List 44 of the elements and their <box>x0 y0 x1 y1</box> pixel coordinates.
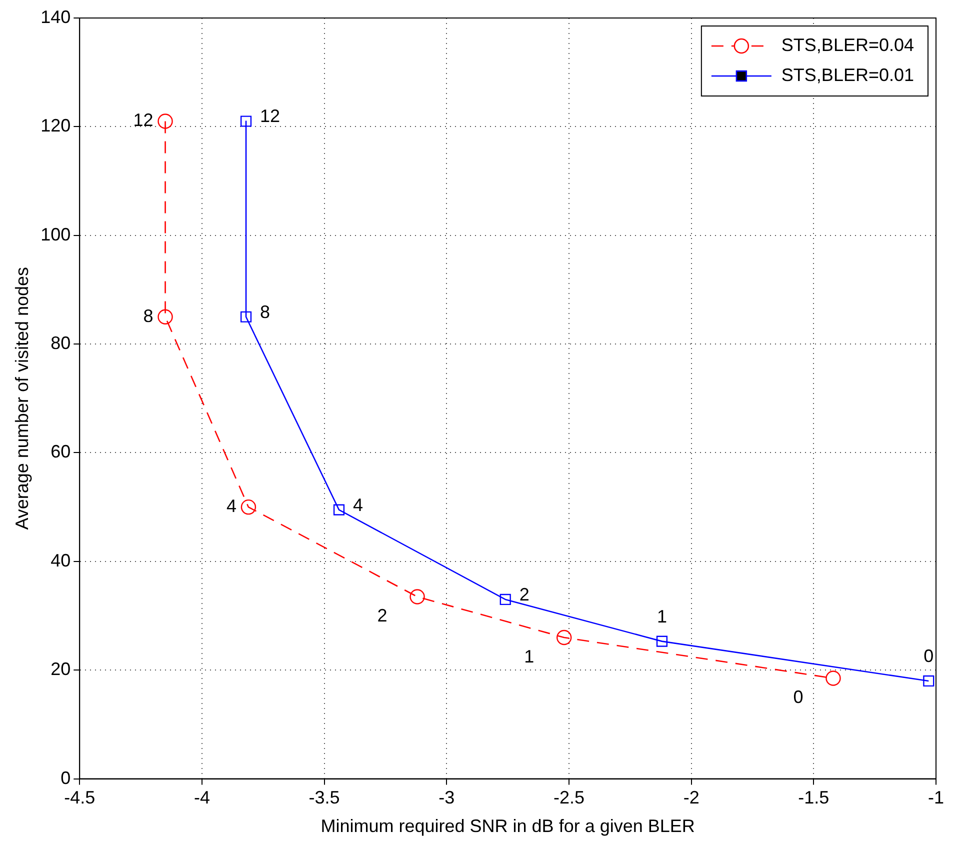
y-tick-label: 0 <box>60 768 71 788</box>
annotation: 1 <box>656 606 667 626</box>
x-tick-label: -4 <box>194 788 210 808</box>
x-tick-label: -2.5 <box>553 788 584 808</box>
annotation: 12 <box>260 106 280 126</box>
x-tick-label: -2 <box>683 788 700 808</box>
annotation: 8 <box>143 306 154 326</box>
point <box>240 116 252 127</box>
annotation: 2 <box>377 606 388 626</box>
point <box>923 675 934 687</box>
legend-label: STS,BLER=0.01 <box>781 64 914 85</box>
annotation: 4 <box>226 496 236 516</box>
legend-label: STS,BLER=0.04 <box>781 34 914 55</box>
annotation: 1 <box>524 646 534 666</box>
point <box>158 309 173 324</box>
y-tick-label: 60 <box>50 442 71 462</box>
x-tick-label: -4.5 <box>64 788 96 808</box>
point <box>333 504 345 516</box>
point <box>240 499 256 515</box>
annotation: 2 <box>519 584 530 604</box>
x-tick-label: -3 <box>438 788 455 808</box>
x-tick-label: -1.5 <box>798 788 830 808</box>
point <box>500 594 511 606</box>
annotation: 12 <box>133 110 154 130</box>
x-axis-title: Minimum required SNR in dB for a given BLER <box>320 816 695 836</box>
point <box>826 670 841 686</box>
y-tick-label: 140 <box>40 6 71 27</box>
y-tick-label: 120 <box>40 116 71 136</box>
annotation: 0 <box>793 687 804 708</box>
point <box>240 311 252 322</box>
annotation: 4 <box>352 494 364 515</box>
point <box>656 636 668 647</box>
x-tick-label: -3.5 <box>308 788 340 808</box>
annotation: 8 <box>260 302 270 322</box>
annotation: 0 <box>924 646 934 666</box>
point <box>556 630 572 646</box>
point <box>410 589 425 604</box>
y-tick-label: 20 <box>50 659 71 680</box>
y-tick-label: 80 <box>50 333 71 354</box>
y-tick-label: 40 <box>50 550 71 570</box>
y-tick-label: 100 <box>40 224 71 244</box>
point <box>158 114 173 129</box>
x-tick-label: -1 <box>928 788 944 808</box>
y-axis-title: Average number of visited nodes <box>12 266 32 530</box>
